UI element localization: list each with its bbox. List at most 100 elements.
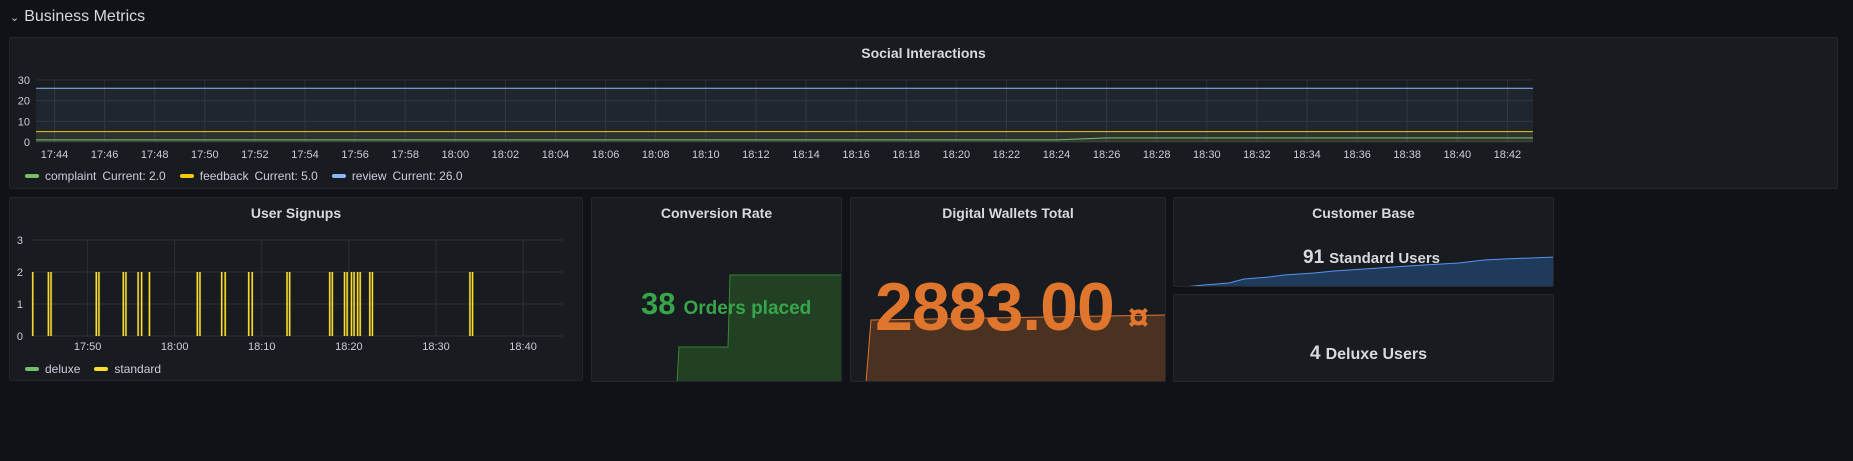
standard-users-value: 91	[1303, 247, 1325, 268]
series-area-review	[36, 88, 1533, 142]
x-tick-label: 18:28	[1143, 149, 1171, 158]
x-tick-label: 18:32	[1243, 149, 1271, 158]
x-tick-label: 18:02	[492, 149, 520, 158]
x-tick-label: 18:14	[792, 149, 820, 158]
panel-title: Social Interactions	[861, 45, 986, 61]
customers-sparkline-line	[1188, 256, 1553, 286]
conversion-sparkline-line	[676, 274, 841, 381]
wallets-sparkline-line	[865, 314, 1165, 381]
x-tick-label: 18:20	[943, 149, 971, 158]
y-tick-label: 2	[17, 267, 23, 279]
x-tick-label: 17:52	[241, 149, 269, 158]
x-tick-label: 17:48	[141, 149, 169, 158]
x-tick-label: 18:10	[692, 149, 720, 158]
x-tick-label: 18:06	[592, 149, 620, 158]
x-tick-label: 17:58	[391, 149, 419, 158]
y-tick-label: 0	[17, 331, 23, 343]
wallets-stat: 2883.00 ¤	[875, 268, 1149, 346]
legend-swatch	[94, 367, 109, 371]
x-tick-label: 17:50	[74, 341, 102, 353]
panel-title: User Signups	[250, 205, 342, 221]
x-tick-label: 17:56	[341, 149, 369, 158]
x-tick-label: 18:40	[1444, 149, 1472, 158]
x-tick-label: 18:40	[509, 341, 537, 353]
chevron-down-icon[interactable]: ⌄	[10, 11, 20, 24]
x-tick-label: 18:04	[542, 149, 570, 158]
x-tick-label: 18:34	[1293, 149, 1321, 158]
y-tick-label: 1	[17, 299, 23, 311]
x-tick-label: 18:22	[993, 149, 1021, 158]
legend-swatch	[331, 174, 346, 178]
deluxe-users-stat: 4 Deluxe Users	[1310, 343, 1427, 365]
wallets-sparkline	[865, 314, 1165, 381]
panel-deluxe-users[interactable]: 4 Deluxe Users	[1173, 294, 1554, 382]
conversion-unit: Orders placed	[683, 298, 812, 319]
legend-item-standard[interactable]: standard	[94, 362, 161, 376]
x-tick-label: 18:24	[1043, 149, 1071, 158]
standard-users-stat: 91 Standard Users	[1303, 247, 1440, 269]
y-tick-label: 20	[18, 96, 30, 108]
customers-sparkline	[1188, 256, 1553, 286]
customers-sparkline-area	[1194, 257, 1553, 286]
x-tick-label: 18:18	[892, 149, 920, 158]
legend-label: standard	[114, 362, 162, 376]
legend-current-value: Current: 26.0	[392, 169, 463, 183]
panel-title: Digital Wallets Total	[942, 205, 1074, 221]
user-signups-chart: 0 1 2 3 17:50 18:00 18:10 18:20 18:30 18:40	[17, 235, 564, 353]
conversion-sparkline-area	[677, 275, 841, 381]
currency-icon: ¤	[1127, 297, 1149, 339]
panel-digital-wallets-total[interactable]: Digital Wallets Total 2883.00 ¤	[850, 197, 1166, 382]
x-tick-label: 18:42	[1494, 149, 1522, 158]
panel-title: Customer Base	[1312, 205, 1415, 221]
x-tick-label: 17:54	[291, 149, 319, 158]
x-tick-label: 17:44	[41, 149, 69, 158]
x-tick-label: 18:20	[335, 341, 363, 353]
panel-social-interactions[interactable]: Social Interactions 0 10 20 30 17:44 17:46 17:…	[9, 37, 1838, 189]
conversion-value: 38	[641, 286, 676, 321]
y-tick-label: 10	[18, 116, 30, 128]
x-tick-label: 17:50	[191, 149, 219, 158]
legend-current-value: Current: 2.0	[102, 169, 166, 183]
social-interactions-chart: 0 10 20 30 17:44 17:46 17:48 17:50 17:52 17:54 17:…	[18, 75, 1533, 158]
x-tick-label: 18:26	[1093, 149, 1121, 158]
conversion-sparkline	[676, 274, 841, 381]
x-tick-label: 18:08	[642, 149, 670, 158]
row-title: Business Metrics	[24, 8, 146, 25]
legend-item-complaint[interactable]: complaint Current: 2.0	[25, 169, 166, 183]
panel-user-signups[interactable]: User Signups 0 1 2 3 17:50 18:00 18:10 18:20 18:…	[9, 197, 583, 381]
deluxe-users-unit: Deluxe Users	[1325, 346, 1427, 363]
series-area-feedback	[36, 131, 1533, 142]
panel-customer-base[interactable]: Customer Base 91 Standard Users	[1173, 197, 1554, 287]
x-tick-label: 18:16	[842, 149, 870, 158]
legend-label: feedback	[199, 169, 249, 183]
deluxe-users-value: 4	[1310, 343, 1321, 364]
conversion-stat: 38 Orders placed	[641, 286, 811, 322]
x-tick-label: 18:30	[422, 341, 450, 353]
legend-item-deluxe[interactable]: deluxe	[25, 362, 80, 376]
y-tick-label: 30	[18, 75, 30, 87]
signups-legend: deluxe standard	[25, 362, 161, 376]
legend-item-review[interactable]: review Current: 26.0	[331, 169, 463, 183]
x-tick-label: 18:00	[442, 149, 470, 158]
legend-label: review	[351, 169, 387, 183]
legend-swatch	[25, 367, 39, 371]
y-tick-label: 0	[24, 137, 30, 149]
x-tick-label: 18:38	[1393, 149, 1421, 158]
x-tick-label: 18:12	[742, 149, 770, 158]
wallets-value: 2883.00	[875, 269, 1115, 345]
series-line-complaint	[36, 137, 1533, 141]
x-tick-label: 18:00	[161, 341, 189, 353]
x-tick-label: 18:10	[248, 341, 276, 353]
x-tick-label: 18:30	[1193, 149, 1221, 158]
legend-current-value: Current: 5.0	[254, 169, 318, 183]
y-tick-label: 3	[17, 235, 23, 247]
legend-swatch	[179, 174, 194, 178]
row-header[interactable]: ⌄ Business Metrics	[10, 8, 145, 26]
legend-swatch	[25, 174, 39, 178]
wallets-sparkline-area	[866, 315, 1165, 381]
legend-label: deluxe	[45, 362, 81, 376]
panel-conversion-rate[interactable]: Conversion Rate 38 Orders placed	[591, 197, 842, 382]
legend-item-feedback[interactable]: feedback Current: 5.0	[179, 169, 318, 183]
x-tick-label: 18:36	[1343, 149, 1371, 158]
social-legend: complaint Current: 2.0 feedback Current: 5.…	[25, 169, 463, 183]
